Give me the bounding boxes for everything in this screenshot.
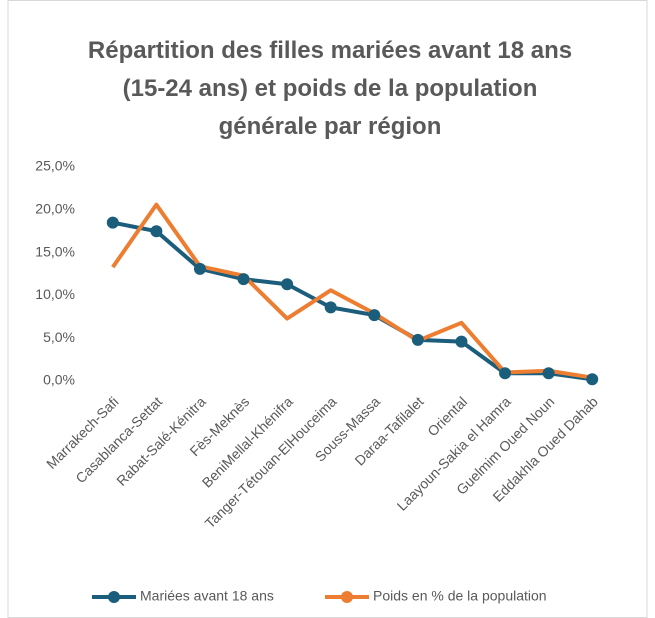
y-tick-label: 15,0% xyxy=(35,243,75,259)
marker xyxy=(193,262,206,275)
series-line xyxy=(111,202,593,380)
marker xyxy=(542,367,555,380)
marker xyxy=(499,367,512,380)
marker xyxy=(281,278,294,291)
marker xyxy=(237,273,250,286)
marker xyxy=(586,373,599,386)
y-tick-label: 25,0% xyxy=(35,158,75,174)
legend-marker xyxy=(108,591,120,603)
legend-label: Mariées avant 18 ans xyxy=(140,588,274,604)
chart-title: Répartition des filles mariées avant 18 … xyxy=(87,37,573,140)
marker xyxy=(324,301,337,314)
marker xyxy=(106,216,119,229)
marker xyxy=(368,309,381,322)
x-tick-label: Marrakech-Safi xyxy=(43,393,121,471)
legend-label: Poids en % de la population xyxy=(373,588,547,604)
y-tick-label: 5,0% xyxy=(43,329,75,345)
y-tick-label: 20,0% xyxy=(35,201,75,217)
marker xyxy=(411,333,424,346)
marker xyxy=(150,225,163,238)
y-tick-label: 0,0% xyxy=(43,372,75,388)
legend-marker xyxy=(341,591,353,603)
y-tick-label: 10,0% xyxy=(35,286,75,302)
marker xyxy=(455,335,468,348)
